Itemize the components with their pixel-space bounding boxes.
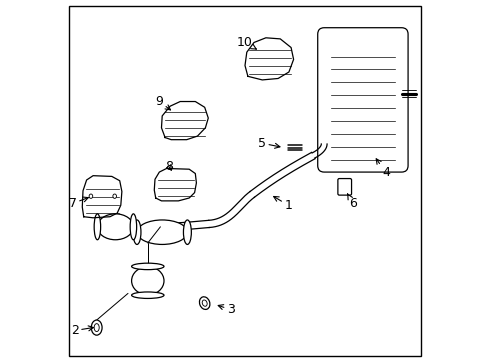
Text: 2: 2	[71, 324, 94, 337]
Text: 8: 8	[165, 160, 172, 173]
Ellipse shape	[130, 214, 137, 240]
Text: 10: 10	[237, 36, 256, 49]
Ellipse shape	[113, 194, 117, 198]
Ellipse shape	[132, 292, 164, 298]
FancyBboxPatch shape	[338, 179, 351, 195]
FancyBboxPatch shape	[318, 28, 408, 172]
Text: 4: 4	[376, 159, 390, 179]
Text: 3: 3	[218, 303, 235, 316]
Ellipse shape	[132, 267, 164, 295]
Ellipse shape	[137, 220, 187, 244]
Ellipse shape	[98, 214, 133, 240]
Text: 7: 7	[69, 197, 88, 210]
Ellipse shape	[94, 324, 99, 332]
Text: 9: 9	[155, 95, 171, 110]
Text: 5: 5	[258, 137, 280, 150]
Ellipse shape	[91, 320, 102, 335]
Ellipse shape	[183, 220, 192, 244]
Text: 1: 1	[273, 197, 292, 212]
Text: 6: 6	[347, 194, 357, 210]
Ellipse shape	[94, 214, 100, 240]
Ellipse shape	[132, 263, 164, 270]
Ellipse shape	[199, 297, 210, 310]
Ellipse shape	[89, 194, 93, 198]
Ellipse shape	[202, 300, 207, 306]
Ellipse shape	[133, 220, 141, 244]
